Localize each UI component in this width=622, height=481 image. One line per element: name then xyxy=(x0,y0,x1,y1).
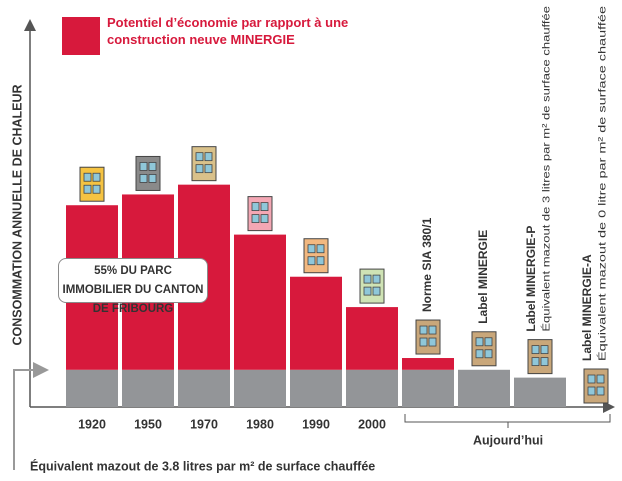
bar-segment xyxy=(66,370,118,407)
bar-segment xyxy=(290,370,342,407)
building-window xyxy=(588,387,595,395)
building-window xyxy=(476,350,483,358)
bar-segment xyxy=(178,370,230,407)
footnote: Équivalent mazout de 3.8 litres par m² d… xyxy=(30,458,375,473)
legend-label: Potentiel d’économie par rapport à une c… xyxy=(107,14,377,48)
building-window xyxy=(93,173,100,181)
building-window xyxy=(205,153,212,161)
bar-segment xyxy=(290,277,342,370)
standard-note: Équivalent mazout de 0 litre par m² de s… xyxy=(596,5,609,361)
building-icon xyxy=(136,156,160,190)
building-window xyxy=(597,387,604,395)
x-tick-label: 1950 xyxy=(134,417,162,431)
standard-label: Norme SIA 380/1 xyxy=(420,217,434,312)
x-tick-label: 1980 xyxy=(246,417,274,431)
standard-note: Équivalent mazout de 3 litres par m² de … xyxy=(540,5,553,331)
building-window xyxy=(261,203,268,211)
building-window xyxy=(532,346,539,354)
building-icon xyxy=(360,269,384,303)
building-window xyxy=(84,173,91,181)
bar-segment xyxy=(122,370,174,407)
building-window xyxy=(485,350,492,358)
bar-segment xyxy=(402,358,454,370)
building-window xyxy=(541,358,548,366)
building-window xyxy=(84,185,91,193)
building-window xyxy=(149,174,156,182)
building-window xyxy=(532,358,539,366)
building-window xyxy=(252,203,259,211)
building-window xyxy=(140,162,147,170)
x-tick-label: 2000 xyxy=(358,417,386,431)
building-window xyxy=(485,338,492,346)
bar-segment xyxy=(234,370,286,407)
infographic: CONSOMMATION ANNUELLE DE CHALEUR Aujourd… xyxy=(0,0,622,481)
period-label: Aujourd’hui xyxy=(473,433,543,447)
building-window xyxy=(317,245,324,253)
building-icon xyxy=(528,340,552,374)
building-window xyxy=(252,215,259,223)
y-axis-label: CONSOMMATION ANNUELLE DE CHALEUR xyxy=(10,84,24,345)
standard-label: Label MINERGIE xyxy=(476,230,490,324)
building-icon xyxy=(416,320,440,354)
building-window xyxy=(149,162,156,170)
callout: 55% DU PARC IMMOBILIER DU CANTON DE FRIB… xyxy=(58,258,208,303)
x-tick-label: 1970 xyxy=(190,417,218,431)
standard-label: Label MINERGIE-P xyxy=(524,226,538,332)
x-tick-label: 1920 xyxy=(78,417,106,431)
bar-segment xyxy=(346,370,398,407)
building-icon xyxy=(80,167,104,201)
bar-segment xyxy=(514,378,566,407)
building-window xyxy=(205,165,212,173)
building-window xyxy=(308,245,315,253)
building-window xyxy=(364,275,371,283)
building-window xyxy=(373,275,380,283)
bar-segment xyxy=(234,235,286,370)
building-icon xyxy=(472,332,496,366)
bar-segment xyxy=(402,370,454,407)
building-window xyxy=(597,375,604,383)
building-window xyxy=(140,174,147,182)
building-icon xyxy=(248,197,272,231)
bar-segment xyxy=(458,370,510,407)
building-icon xyxy=(584,369,608,403)
x-tick-label: 1990 xyxy=(302,417,330,431)
building-window xyxy=(420,338,427,346)
chart: CONSOMMATION ANNUELLE DE CHALEUR Aujourd… xyxy=(0,0,622,481)
building-window xyxy=(429,338,436,346)
legend-swatch xyxy=(62,17,100,55)
period-bracket xyxy=(405,414,610,428)
building-icon xyxy=(192,147,216,181)
building-window xyxy=(420,326,427,334)
building-window xyxy=(476,338,483,346)
building-window xyxy=(373,287,380,295)
building-window xyxy=(588,375,595,383)
building-icon xyxy=(304,239,328,273)
building-window xyxy=(429,326,436,334)
building-window xyxy=(308,257,315,265)
building-window xyxy=(196,153,203,161)
building-window xyxy=(93,185,100,193)
building-window xyxy=(541,346,548,354)
standard-label: Label MINERGIE-A xyxy=(580,254,594,361)
building-window xyxy=(261,215,268,223)
bar-segment xyxy=(346,307,398,370)
building-window xyxy=(317,257,324,265)
building-window xyxy=(196,165,203,173)
building-window xyxy=(364,287,371,295)
